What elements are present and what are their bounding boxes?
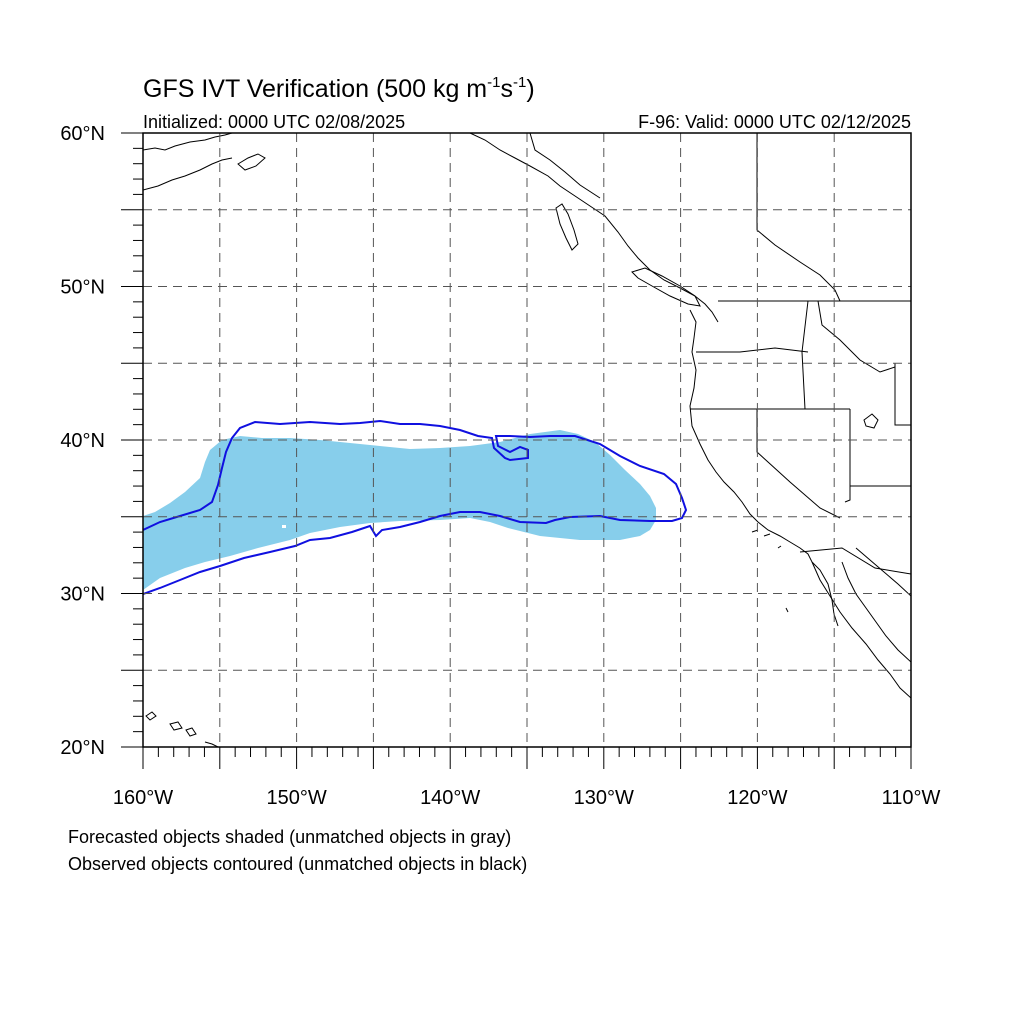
lat-label: 50°N xyxy=(60,277,105,299)
caption-observed: Observed objects contoured (unmatched ob… xyxy=(68,854,528,874)
lon-label: 120°W xyxy=(727,787,787,809)
coastlines xyxy=(143,133,911,747)
lat-label: 30°N xyxy=(60,584,105,606)
washington-oregon-border xyxy=(696,347,809,353)
lon-label: 140°W xyxy=(420,787,480,809)
valid-time-label: F-96: Valid: 0000 UTC 02/12/2025 xyxy=(638,112,911,132)
lon-label: 160°W xyxy=(113,787,173,809)
lon-label: 110°W xyxy=(882,787,941,809)
alberta-bc-border xyxy=(756,133,841,302)
axis-ticks xyxy=(121,132,912,769)
us-mexico-border xyxy=(799,547,911,575)
forecast-gap xyxy=(496,436,502,441)
bc-alaska-border xyxy=(529,133,601,199)
lat-label: 40°N xyxy=(60,430,105,452)
utah-border xyxy=(894,363,911,426)
hawaii-islands xyxy=(145,711,219,747)
lat-label: 60°N xyxy=(60,123,105,145)
nevada-utah-border xyxy=(844,409,851,503)
us-west-coast xyxy=(689,309,839,627)
latitude-labels: 60°N 50°N 40°N 30°N 20°N xyxy=(60,123,105,759)
alaska-peninsula xyxy=(143,157,233,191)
forecast-objects xyxy=(143,430,656,590)
haida-gwaii xyxy=(555,203,579,251)
caption-forecast: Forecasted objects shaded (unmatched obj… xyxy=(68,827,512,847)
map-title: GFS IVT Verification (500 kg m-1s-1) xyxy=(143,74,535,103)
lon-label: 130°W xyxy=(574,787,634,809)
alaska-coast xyxy=(143,133,233,151)
graticule xyxy=(143,133,911,747)
vancouver-island xyxy=(631,267,701,307)
idaho-border xyxy=(801,300,809,410)
nevada-california-border xyxy=(756,409,841,519)
longitude-labels: 160°W 150°W 140°W 130°W 120°W 110°W xyxy=(113,787,941,809)
kodiak-island xyxy=(237,153,266,171)
observed-objects xyxy=(143,419,688,595)
montana-idaho-border xyxy=(817,300,896,373)
mainland-mexico xyxy=(855,547,911,597)
great-salt-lake xyxy=(863,413,879,429)
lon-label: 150°W xyxy=(266,787,326,809)
observed-ivt-object xyxy=(143,419,688,595)
baja-california xyxy=(811,561,911,699)
lat-label: 20°N xyxy=(60,737,105,759)
gulf-of-california xyxy=(841,561,911,663)
plot-frame xyxy=(142,132,912,748)
channel-islands xyxy=(751,529,782,549)
guadalupe-island xyxy=(785,607,789,613)
init-time-label: Initialized: 0000 UTC 02/08/2025 xyxy=(143,112,405,132)
forecast-gap xyxy=(282,525,286,528)
forecast-ivt-object xyxy=(143,430,656,590)
